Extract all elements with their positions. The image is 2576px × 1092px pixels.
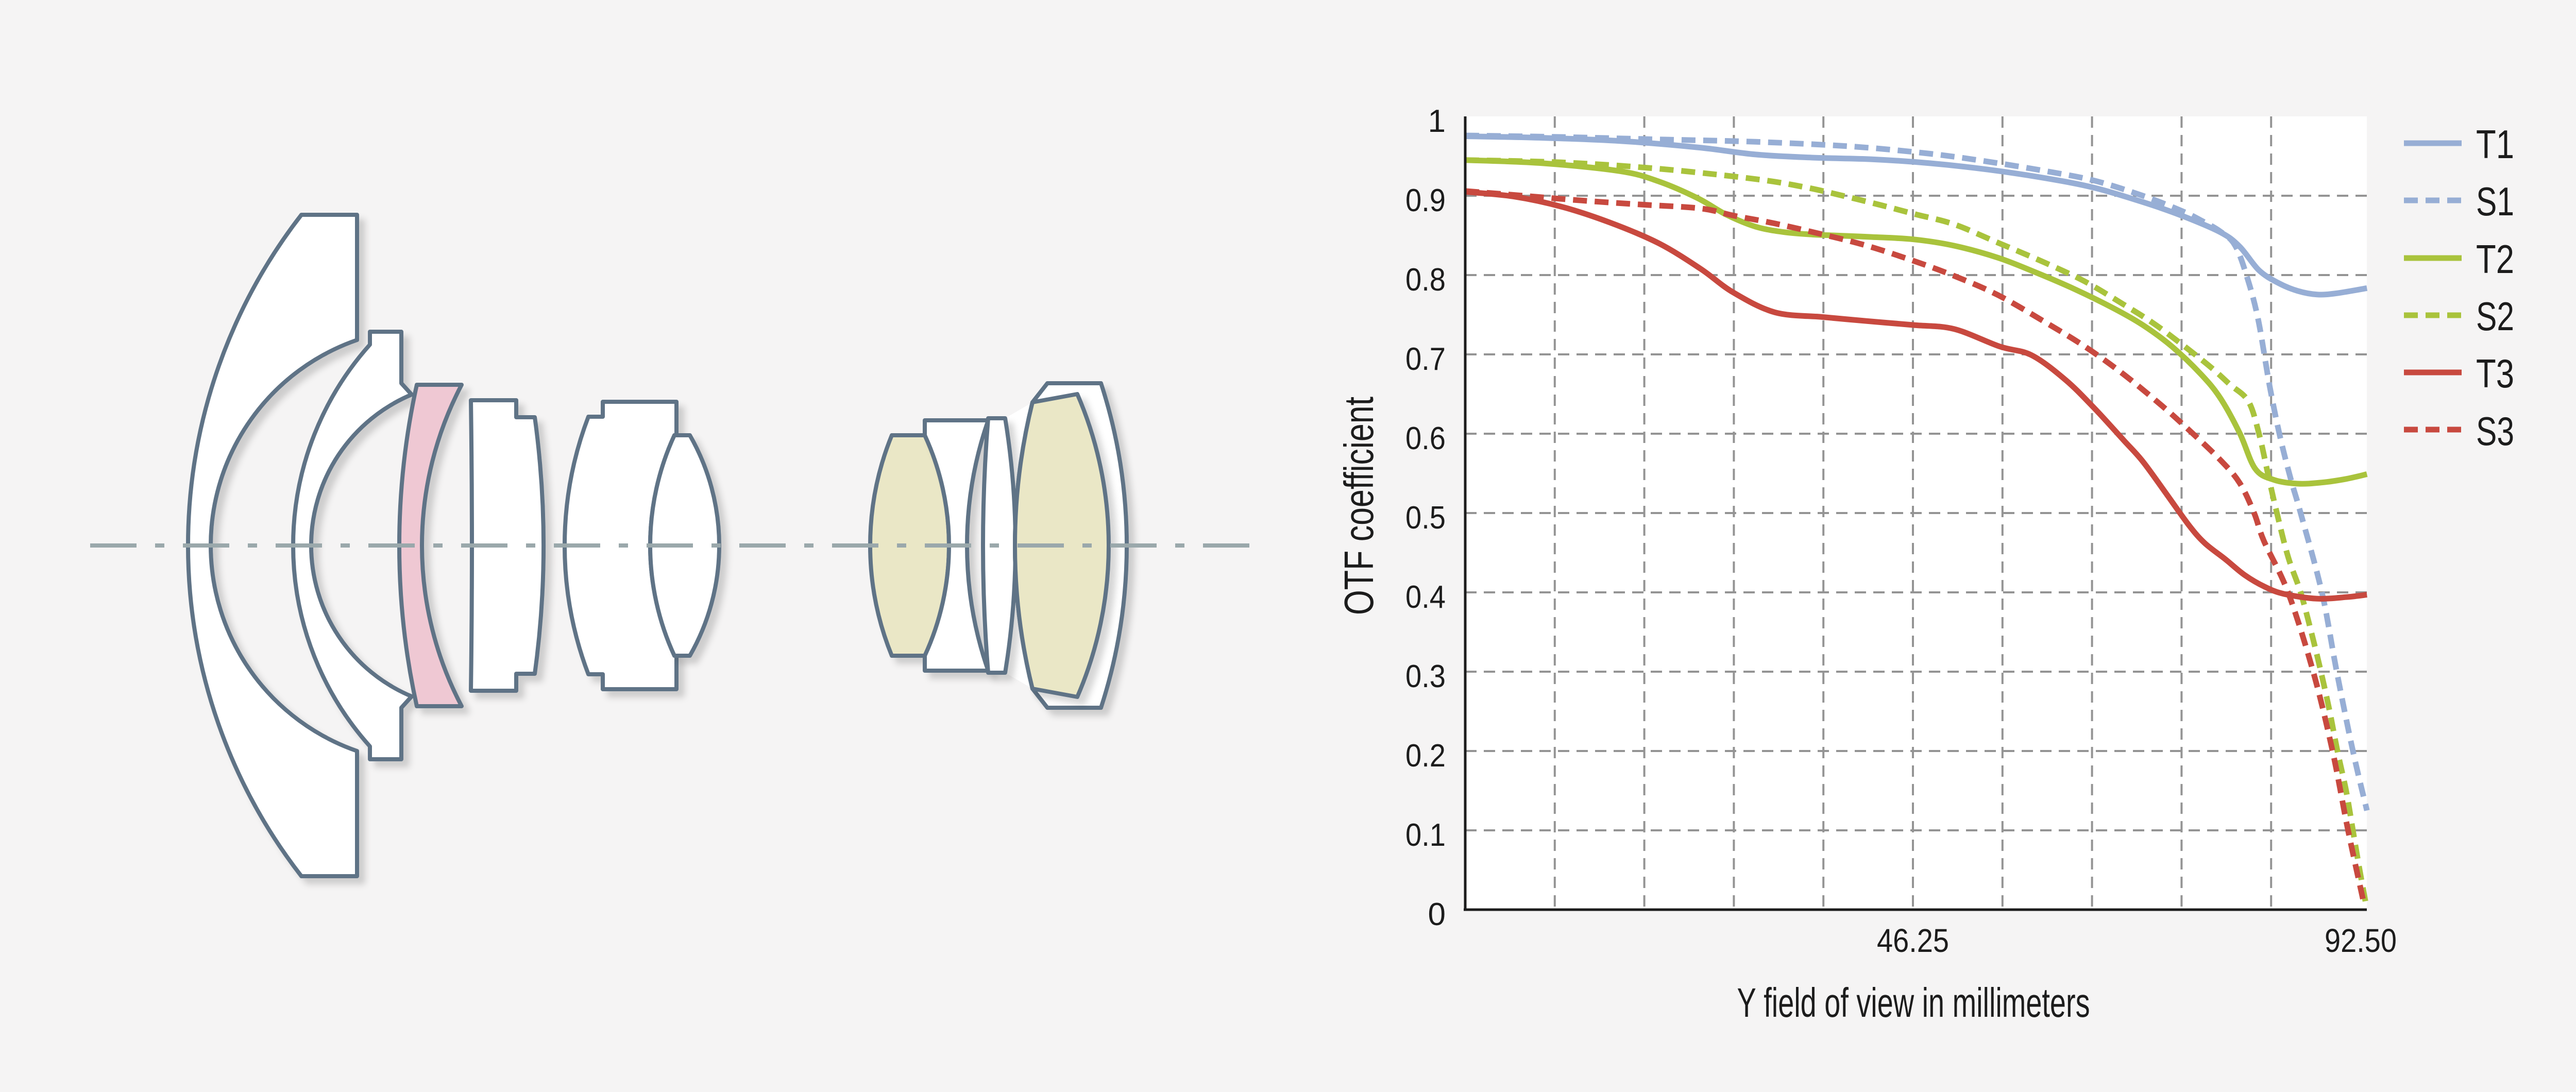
svg-text:S1: S1 bbox=[2476, 179, 2514, 224]
svg-text:OTF coefficient: OTF coefficient bbox=[1336, 397, 1382, 615]
svg-text:0: 0 bbox=[1428, 897, 1446, 932]
svg-text:T1: T1 bbox=[2476, 122, 2514, 167]
svg-text:0.5: 0.5 bbox=[1405, 500, 1446, 536]
svg-text:T3: T3 bbox=[2476, 351, 2514, 396]
svg-text:S3: S3 bbox=[2476, 408, 2514, 454]
svg-text:0.1: 0.1 bbox=[1405, 817, 1446, 853]
svg-text:S2: S2 bbox=[2476, 294, 2514, 339]
svg-text:46.25: 46.25 bbox=[1877, 922, 1949, 959]
svg-text:0.6: 0.6 bbox=[1405, 421, 1446, 456]
svg-text:Y field of view in millimeters: Y field of view in millimeters bbox=[1737, 980, 2090, 1026]
svg-text:0.2: 0.2 bbox=[1405, 738, 1446, 774]
svg-text:0.7: 0.7 bbox=[1405, 342, 1446, 377]
svg-text:92.50: 92.50 bbox=[2325, 922, 2397, 959]
svg-text:1: 1 bbox=[1428, 104, 1446, 139]
svg-text:T2: T2 bbox=[2476, 236, 2514, 282]
svg-text:0.9: 0.9 bbox=[1405, 183, 1446, 218]
svg-text:0.4: 0.4 bbox=[1405, 579, 1446, 615]
svg-text:0.3: 0.3 bbox=[1405, 659, 1446, 694]
svg-text:0.8: 0.8 bbox=[1405, 262, 1446, 298]
